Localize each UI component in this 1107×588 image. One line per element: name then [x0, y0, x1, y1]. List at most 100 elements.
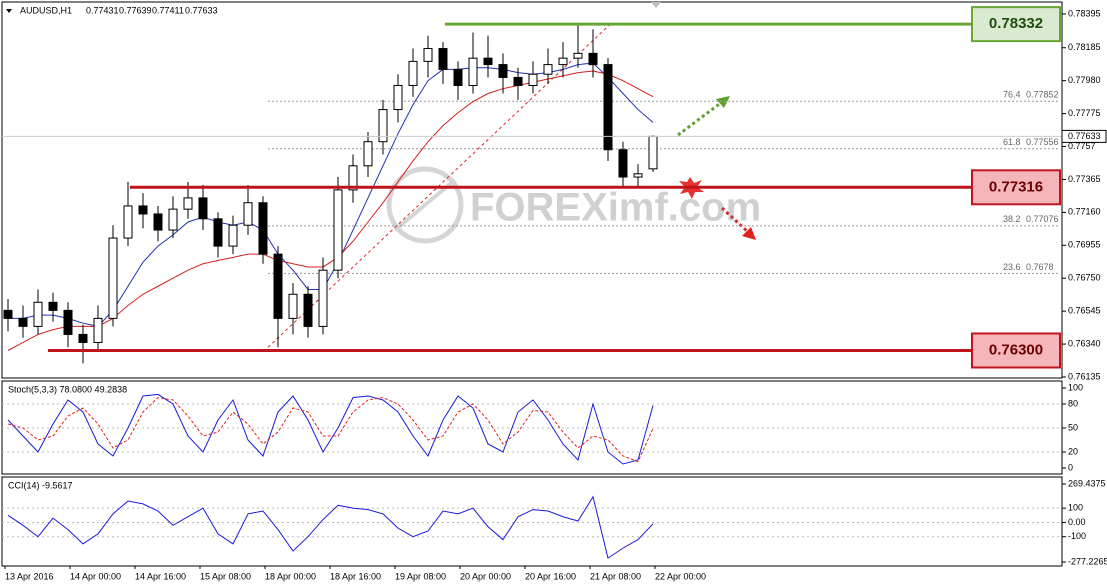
y-tick-label: 0.78395 [1068, 8, 1101, 18]
level-label: 0.78332 [989, 15, 1043, 32]
candle-body [453, 68, 463, 86]
y-tick-label: 0 [1068, 462, 1073, 472]
candle-body [183, 197, 193, 210]
y-tick-label: 100 [1068, 503, 1083, 513]
shift-marker [651, 2, 661, 8]
cci-title: CCI(14) -9.5617 [8, 480, 73, 490]
level-label: 0.77316 [989, 178, 1043, 195]
candle-body [108, 237, 118, 319]
x-tick-label: 18 Apr 16:00 [330, 571, 381, 581]
x-tick-label: 14 Apr 16:00 [135, 571, 186, 581]
indicator-line [7, 393, 654, 465]
y-tick-label: 0.77160 [1068, 207, 1101, 217]
candle-body [93, 317, 103, 343]
candle-body [153, 213, 163, 231]
x-tick-label: 15 Apr 08:00 [200, 571, 251, 581]
y-tick-label: 0.77365 [1068, 174, 1101, 184]
menu-triangle [6, 9, 12, 13]
last-price-box [1061, 129, 1107, 143]
candle-body [648, 135, 658, 170]
y-tick-label: 0.76955 [1068, 240, 1101, 250]
candle-body [123, 205, 133, 239]
candle-body [258, 202, 268, 255]
indicator-line [7, 397, 654, 463]
y-tick-label: 80 [1068, 398, 1078, 408]
header-open: 0.77431 [86, 5, 119, 15]
indicator-line [7, 495, 654, 559]
y-tick-label: 0.76545 [1068, 306, 1101, 316]
candle-body [48, 301, 58, 311]
price-pane [1, 1, 1063, 379]
y-tick-label: 269.4375 [1068, 478, 1106, 488]
level-box [971, 6, 1061, 43]
candle-body [348, 165, 358, 191]
fib-ratio: 76.4 [1003, 90, 1021, 100]
candle-body [438, 48, 448, 70]
candle-body [423, 48, 433, 62]
candle-body [393, 84, 403, 111]
header-high: 0.77639 [119, 5, 152, 15]
candle-body [588, 52, 598, 66]
y-tick-label: 0.00 [1068, 517, 1086, 527]
header-low: 0.77411 [152, 5, 184, 15]
fib-price: 0.77852 [1026, 90, 1059, 100]
fib-ratio: 38.2 [1003, 214, 1021, 224]
level-box [971, 169, 1061, 206]
candle-body [198, 197, 208, 220]
x-tick-label: 19 Apr 08:00 [395, 571, 446, 581]
candle-body [603, 64, 613, 151]
candle-body [303, 293, 313, 327]
fib-price: 0.7678 [1026, 262, 1054, 272]
candle-body [363, 141, 373, 167]
y-tick-label: 0.78185 [1068, 42, 1101, 52]
candle-body [333, 189, 343, 271]
y-tick-label: -277.2265 [1068, 556, 1107, 566]
green-arrow [677, 96, 730, 137]
y-tick-label: 0.76135 [1068, 371, 1101, 381]
candle-body [633, 173, 643, 178]
y-tick-label: 50 [1068, 422, 1078, 432]
level-box [971, 332, 1061, 369]
candle-body [228, 224, 238, 247]
fib-price: 0.77556 [1026, 137, 1059, 147]
candle-body [408, 60, 418, 86]
y-tick-label: 0.77980 [1068, 75, 1101, 85]
candle-body [3, 309, 13, 319]
candle-body [168, 208, 178, 231]
x-tick-label: 13 Apr 2016 [5, 571, 54, 581]
candle-body [618, 149, 628, 178]
candle-body [213, 218, 223, 247]
level-label: 0.76300 [989, 341, 1043, 358]
candle-body [468, 57, 478, 86]
fib-ratio: 23.6 [1003, 262, 1021, 272]
candle-body [528, 73, 538, 86]
last-price: 0.77633 [1068, 131, 1101, 141]
candle-body [498, 64, 508, 78]
candle-body [243, 202, 253, 226]
candle-body [138, 205, 148, 215]
candle-body [63, 309, 73, 335]
y-tick-label: 100 [1068, 382, 1083, 392]
y-tick-label: 20 [1068, 446, 1078, 456]
symbol: AUDUSD,H1 [20, 5, 72, 15]
red-arrow [720, 206, 756, 240]
candle-body [543, 64, 553, 75]
fib-ratio: 61.8 [1003, 137, 1021, 147]
x-tick-label: 20 Apr 00:00 [460, 571, 511, 581]
x-tick-label: 14 Apr 00:00 [70, 571, 121, 581]
stoch-title: Stoch(5,3,3) 78.0800 49.2838 [8, 384, 127, 394]
header-close: 0.77633 [185, 5, 218, 15]
y-tick-label: 0.77775 [1068, 108, 1101, 118]
candle-body [288, 293, 298, 319]
candle-body [378, 109, 388, 143]
candle-body [18, 317, 28, 327]
x-tick-label: 20 Apr 16:00 [525, 571, 576, 581]
candle-body [78, 333, 88, 343]
fib-price: 0.77076 [1026, 214, 1059, 224]
cci-pane [1, 476, 1063, 567]
watermark: FOREXimf.com [470, 186, 761, 230]
y-tick-label: 0.76340 [1068, 338, 1101, 348]
candle-body [558, 57, 568, 66]
